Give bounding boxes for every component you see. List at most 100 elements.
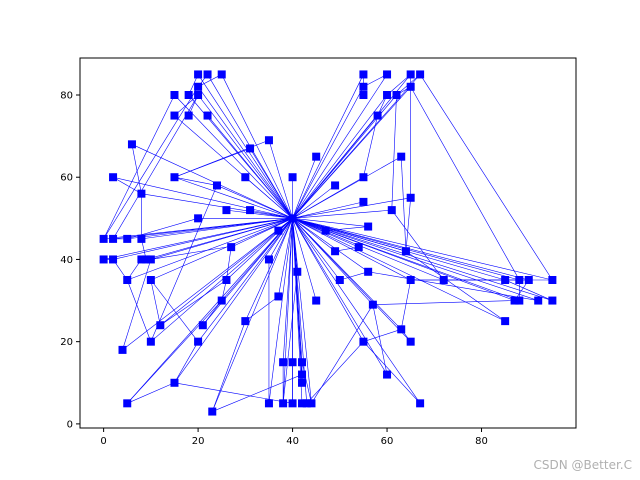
edge-line	[197, 74, 293, 219]
watermark: CSDN @Better.C	[533, 458, 632, 472]
data-point	[170, 378, 179, 387]
edge-line	[245, 176, 293, 219]
data-point	[406, 337, 415, 346]
data-point	[439, 276, 448, 284]
edge-line	[150, 279, 199, 342]
data-point	[274, 292, 283, 301]
x-tick-label: 40	[286, 436, 299, 447]
data-point	[288, 399, 297, 408]
edge-line	[221, 74, 293, 219]
data-point	[406, 82, 415, 91]
edge-line	[292, 218, 421, 404]
data-point	[264, 136, 273, 145]
data-point	[123, 234, 132, 243]
data-point	[406, 193, 415, 202]
data-point	[109, 234, 118, 243]
data-point	[212, 181, 221, 190]
edge-line	[292, 201, 364, 219]
data-point	[416, 399, 425, 408]
data-point	[137, 234, 146, 243]
data-point	[383, 370, 392, 379]
plot-background	[80, 58, 576, 428]
data-point	[364, 222, 373, 231]
data-point	[118, 345, 127, 354]
data-point	[359, 82, 368, 91]
edge-line	[400, 156, 407, 252]
data-point	[222, 276, 231, 284]
edge-line	[127, 218, 293, 240]
edge-line	[292, 218, 369, 273]
edge-line	[301, 362, 312, 404]
edge-line	[197, 94, 293, 219]
edge-line	[226, 209, 293, 219]
edge-line	[292, 218, 506, 322]
edge-line	[368, 271, 539, 301]
data-point	[194, 70, 203, 79]
edge-line	[174, 176, 218, 186]
data-point	[359, 70, 368, 79]
edge-line	[292, 218, 388, 375]
data-point	[217, 296, 226, 305]
data-point	[170, 111, 179, 120]
edge-line	[150, 279, 161, 326]
data-point	[548, 276, 557, 284]
data-point	[194, 337, 203, 346]
edge-line	[372, 304, 388, 375]
data-point	[501, 276, 510, 284]
edge-line	[150, 218, 293, 342]
data-point	[373, 111, 382, 120]
edge-line	[122, 218, 293, 351]
x-axis: 0 20 40 60 80	[100, 428, 488, 447]
data-point	[524, 276, 533, 284]
edge-line	[131, 144, 293, 219]
data-point	[359, 91, 368, 99]
edge-line	[292, 218, 341, 281]
data-point	[194, 82, 203, 91]
edge-line	[127, 218, 293, 281]
edge-line	[278, 218, 293, 297]
edge-line	[292, 74, 364, 219]
edge-line	[405, 250, 506, 322]
edge-line	[197, 218, 293, 342]
data-point	[293, 267, 302, 276]
data-point	[387, 206, 396, 215]
data-point	[194, 91, 203, 99]
data-point	[368, 300, 377, 309]
data-point	[397, 152, 406, 161]
edge-line	[292, 185, 336, 219]
edge-line	[127, 218, 293, 404]
y-axis: 0 20 40 60 80	[60, 91, 80, 430]
data-point	[501, 317, 510, 326]
edge-line	[400, 279, 411, 330]
marker-layer	[99, 70, 557, 416]
data-point	[515, 276, 524, 284]
data-point	[307, 399, 316, 408]
edge-line	[160, 279, 227, 326]
edge-line	[405, 197, 411, 252]
y-tick-label: 0	[67, 419, 73, 430]
y-tick-label: 40	[60, 255, 73, 266]
data-point	[515, 296, 524, 305]
data-point	[146, 276, 155, 284]
edge-line	[127, 300, 222, 404]
edge-line	[103, 86, 199, 240]
data-point	[406, 276, 415, 284]
edge-line	[126, 279, 152, 342]
edge-line	[292, 209, 392, 219]
data-point	[170, 173, 179, 182]
data-point	[123, 276, 132, 284]
edge-line	[372, 300, 515, 305]
edge-line	[325, 226, 369, 231]
data-point	[227, 243, 236, 252]
data-point	[359, 173, 368, 182]
edge-line	[103, 218, 293, 260]
edge-line	[160, 218, 293, 326]
edge-line	[197, 86, 293, 219]
edge-line	[174, 218, 293, 383]
data-point	[279, 358, 288, 367]
data-point	[146, 255, 155, 264]
edge-line	[207, 115, 293, 219]
edge-line	[226, 247, 232, 281]
edge-line	[391, 94, 397, 211]
edge-line	[211, 218, 293, 412]
